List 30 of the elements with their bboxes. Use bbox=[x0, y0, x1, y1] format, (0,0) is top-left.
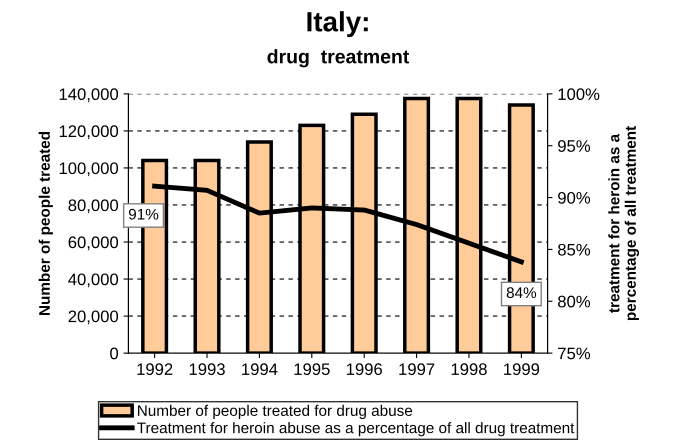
y-tick-label: 60,000 bbox=[68, 236, 118, 250]
chart-title: Italy: bbox=[307, 11, 368, 38]
y-tick-label: 100,000 bbox=[60, 162, 118, 176]
y-tick-label: 140,000 bbox=[60, 88, 118, 102]
y2-tick-label: 80% bbox=[558, 296, 590, 308]
y-tick-label: 120,000 bbox=[60, 125, 118, 140]
legend-label: Treatment for heroin abuse as a percentage of all drug treatment bbox=[137, 422, 574, 436]
x-tick-label: 1997 bbox=[399, 363, 434, 376]
y-tick-label: 0 bbox=[110, 348, 118, 360]
x-tick-label: 1995 bbox=[294, 363, 330, 376]
y2-tick-label: 100% bbox=[558, 88, 600, 100]
y-tick-label: 20,000 bbox=[68, 310, 118, 324]
y2-tick-label: 95% bbox=[558, 140, 590, 152]
y2-tick-label: 75% bbox=[558, 348, 590, 360]
y-tick-label: 40,000 bbox=[68, 273, 118, 288]
y-tick-label: 80,000 bbox=[68, 199, 118, 214]
x-tick-label: 1993 bbox=[190, 363, 225, 376]
x-tick-label: 1999 bbox=[504, 363, 540, 376]
data-label: 91% bbox=[128, 208, 158, 220]
y2-axis-title: treatment for heroin as a percentage of all treatment bbox=[608, 126, 640, 320]
data-label: 84% bbox=[506, 287, 536, 298]
x-tick-label: 1996 bbox=[346, 363, 382, 376]
y2-tick-label: 85% bbox=[558, 244, 590, 256]
x-tick-label: 1994 bbox=[242, 363, 278, 376]
y-axis-title: Number of people treated bbox=[38, 132, 53, 315]
legend-label: Number of people treated for drug abuse bbox=[138, 404, 412, 420]
x-tick-label: 1998 bbox=[452, 363, 487, 376]
chart-subtitle: drug treatment bbox=[268, 49, 410, 68]
y2-tick-label: 90% bbox=[558, 192, 590, 204]
x-tick-label: 1992 bbox=[137, 363, 172, 376]
